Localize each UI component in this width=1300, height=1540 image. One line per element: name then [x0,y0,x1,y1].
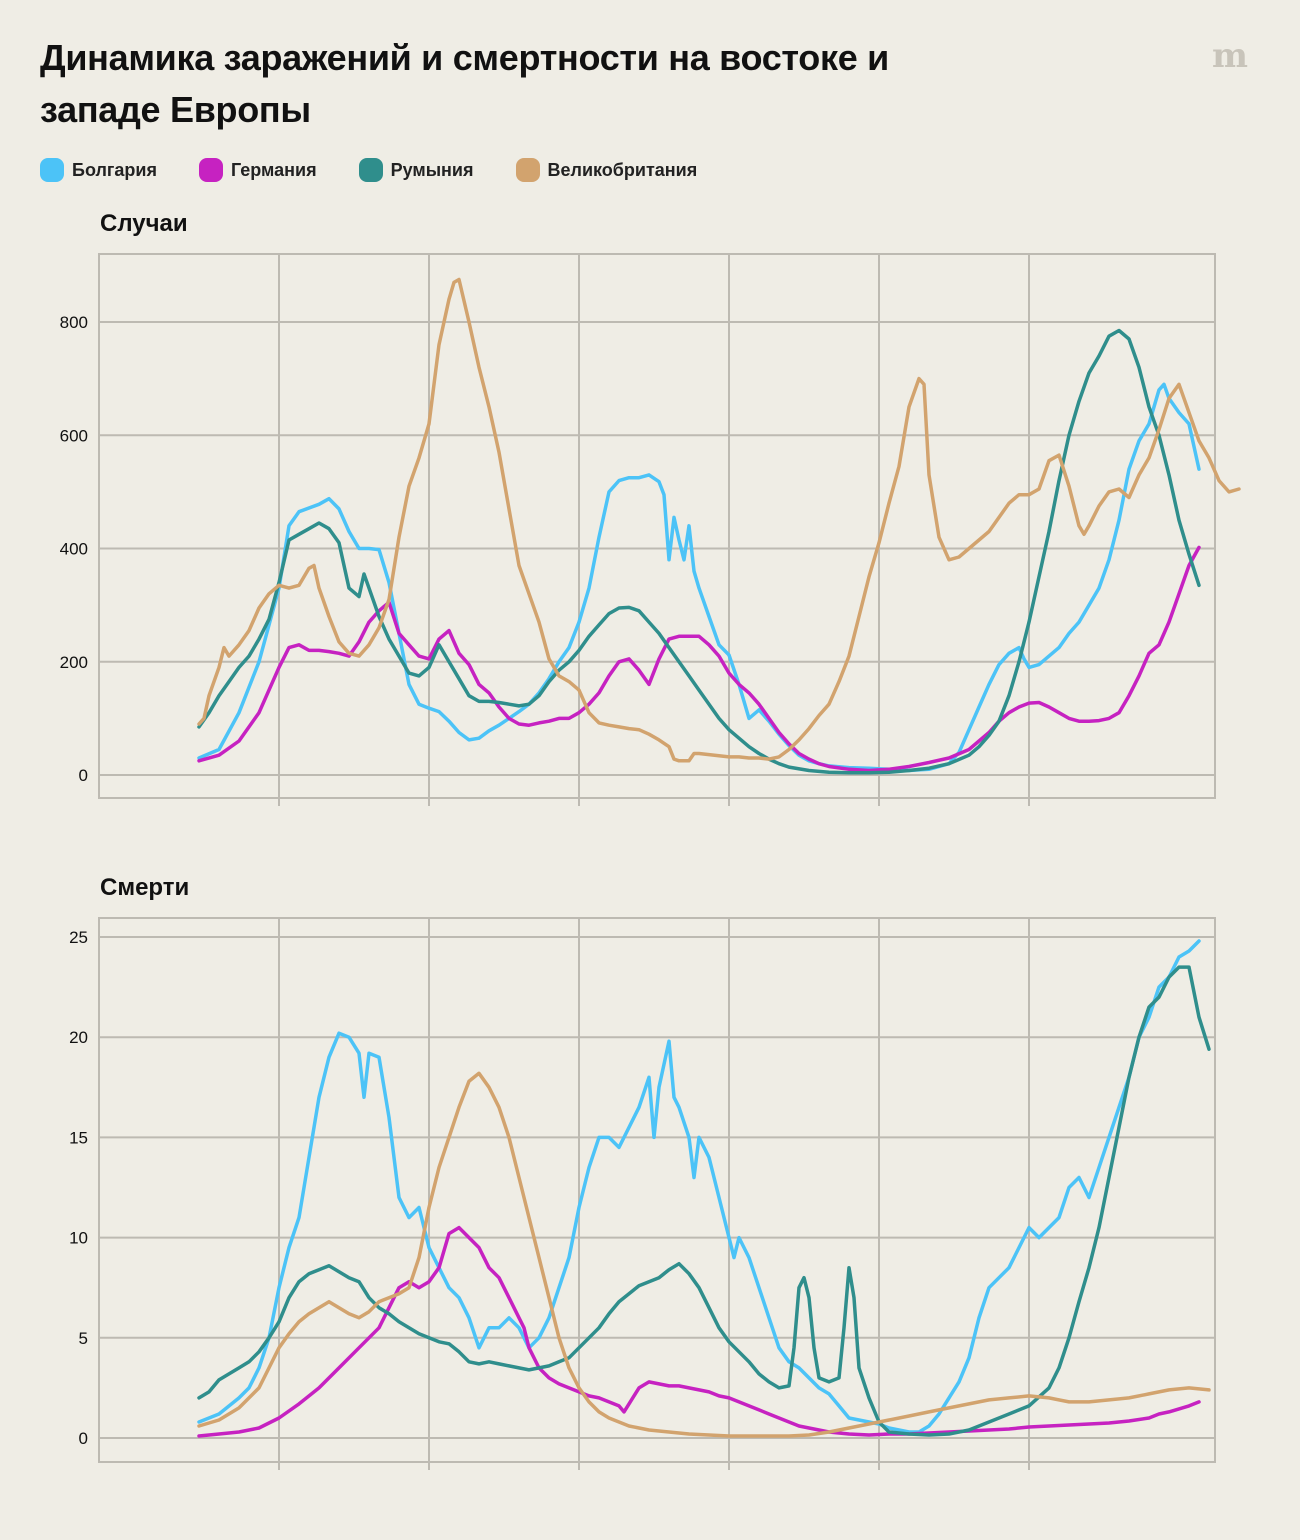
legend-item-bulgaria: Болгария [40,158,157,182]
y-tick-label: 0 [79,1429,88,1448]
y-tick-label: 20 [69,1028,88,1047]
y-tick-label: 0 [79,766,88,785]
series-line-germany [197,1225,1201,1438]
plot-frame [98,917,1216,1463]
series-line-romania [197,965,1211,1437]
legend-swatch-bulgaria [40,158,64,182]
legend-item-romania: Румыния [358,158,474,182]
meduza-logo-icon: m [1212,36,1248,76]
legend-label-romania: Румыния [390,159,474,180]
legend: Болгария Германия Румыния Великобритания [40,156,739,184]
legend-label-uk: Великобритания [547,159,698,180]
series-line-bulgaria [197,939,1201,1434]
legend-swatch-uk [515,158,540,182]
y-tick-label: 200 [60,653,88,672]
series-line-uk [197,277,1241,763]
legend-swatch-romania [358,158,383,182]
y-tick-label: 400 [60,540,88,559]
y-tick-label: 10 [69,1229,88,1248]
legend-item-germany: Германия [199,158,317,182]
series-line-uk [197,1071,1211,1438]
legend-label-germany: Германия [231,159,317,180]
y-tick-label: 25 [69,928,88,947]
series-line-bulgaria [197,382,1201,773]
plot-frame [98,253,1216,799]
y-tick-label: 800 [60,313,88,332]
y-tick-label: 5 [79,1329,88,1348]
series-line-romania [197,328,1201,775]
cases-chart: 0 200 400 600 800 [60,253,1241,806]
legend-label-bulgaria: Болгария [72,159,157,180]
y-tick-label: 15 [69,1128,88,1147]
y-tick-label: 600 [60,426,88,445]
deaths-panel-title: Смерти [100,874,190,901]
chart-title: Динамика заражений и смертности на восто… [40,37,889,130]
deaths-chart: 0 5 10 15 20 25 [69,917,1216,1470]
legend-swatch-germany [199,158,223,182]
legend-item-uk: Великобритания [515,158,698,182]
cases-panel-title: Случаи [100,210,188,237]
